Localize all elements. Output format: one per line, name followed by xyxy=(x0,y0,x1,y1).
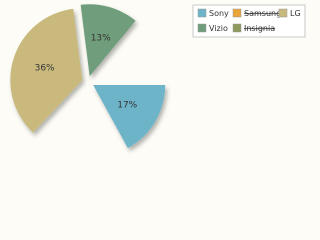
pie-slice[interactable] xyxy=(80,4,136,77)
legend-swatch[interactable] xyxy=(232,8,242,18)
legend-swatch[interactable] xyxy=(197,23,207,33)
slice-label: 17% xyxy=(117,101,137,111)
legend-label[interactable]: Samsung xyxy=(244,9,281,18)
slice-label: 36% xyxy=(35,63,55,73)
pie-slice[interactable] xyxy=(93,85,166,149)
pie-slice[interactable] xyxy=(10,8,83,133)
legend-label[interactable]: Insignia xyxy=(244,24,275,33)
legend-swatch[interactable] xyxy=(232,23,242,33)
legend-label[interactable]: LG xyxy=(290,9,301,18)
chart: 17% 36% 13% Sony Samsung LG Vizio Insignia xyxy=(10,4,306,149)
legend-label[interactable]: Sony xyxy=(209,9,229,18)
legend-swatch[interactable] xyxy=(278,8,288,18)
legend-swatch[interactable] xyxy=(197,8,207,18)
pie: 17% 36% 13% xyxy=(10,4,166,149)
legend: Sony Samsung LG Vizio Insignia xyxy=(192,4,306,38)
slice-label: 13% xyxy=(91,34,111,44)
legend-label[interactable]: Vizio xyxy=(209,24,228,33)
